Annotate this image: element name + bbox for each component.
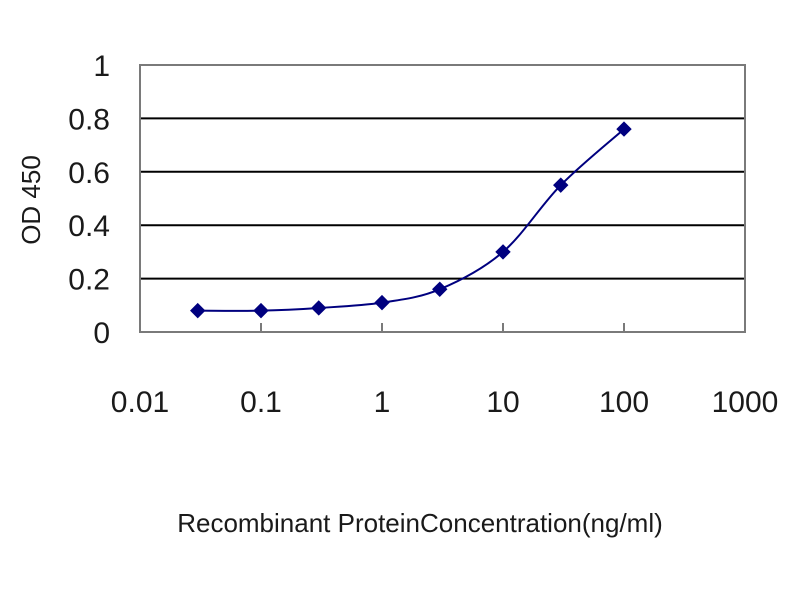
x-tick-label-1: 0.1 <box>240 386 282 419</box>
x-tick-label-2: 1 <box>374 386 391 419</box>
data-point-1 <box>253 302 269 319</box>
y-tick-label-0: 0 <box>93 317 110 350</box>
data-point-6 <box>553 177 569 193</box>
data-point-3 <box>374 294 390 311</box>
y-tick-label-4: 0.8 <box>68 103 110 136</box>
y-tick-label-2: 0.4 <box>68 210 110 243</box>
x-tick-label-5: 1000 <box>712 386 779 419</box>
plot-area <box>139 64 746 333</box>
x-axis-labels: 0.01 0.1 1 10 100 1000 <box>111 386 779 419</box>
x-tick-label-0: 0.01 <box>111 386 169 419</box>
data-series <box>190 121 632 319</box>
y-tick-label-1: 0.2 <box>68 264 110 297</box>
data-point-4 <box>432 281 448 297</box>
x-axis-ticks <box>139 323 746 332</box>
series-line-0 <box>197 128 625 312</box>
x-axis-title: Recombinant ProteinConcentration(ng/ml) <box>177 508 663 538</box>
x-tick-label-4: 100 <box>599 386 649 419</box>
data-point-2 <box>311 300 327 316</box>
grid-lines <box>140 117 745 280</box>
y-axis-labels: 0 0.2 0.4 0.6 0.8 1 <box>68 50 110 350</box>
y-tick-label-3: 0.6 <box>68 157 110 190</box>
x-tick-label-3: 10 <box>486 386 519 419</box>
data-point-0 <box>190 302 206 319</box>
y-tick-label-5: 1 <box>93 50 110 83</box>
y-axis-title: OD 450 <box>16 155 46 245</box>
data-point-5 <box>495 244 511 260</box>
data-point-7 <box>616 121 632 137</box>
